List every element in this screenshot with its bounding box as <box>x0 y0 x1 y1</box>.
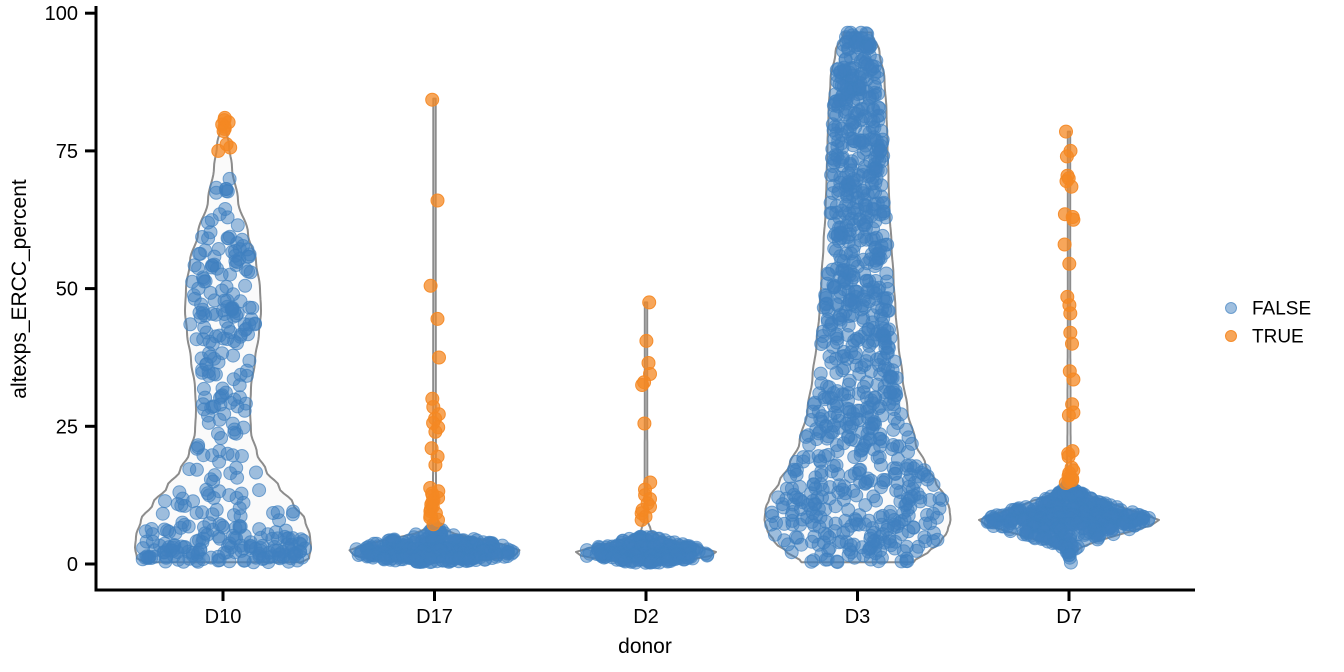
x-axis-title: donor <box>618 635 672 658</box>
legend: FALSE TRUE <box>1225 299 1311 348</box>
axes-layer: 0 25 50 75 100 D10 D17 D2 D3 D7 <box>45 3 1195 628</box>
y-tick-label: 75 <box>56 141 78 163</box>
legend-swatch-false <box>1225 302 1237 314</box>
points-false-D17 <box>349 521 521 570</box>
legend-item-true: TRUE <box>1225 327 1304 348</box>
points-false-D2 <box>579 529 715 570</box>
points-true-D17 <box>423 92 446 532</box>
legend-label-true: TRUE <box>1252 327 1304 348</box>
x-tick-label-D7: D7 <box>1056 606 1082 628</box>
y-tick-label: 0 <box>67 554 78 576</box>
y-tick-label: 25 <box>56 416 78 438</box>
y-tick-label: 50 <box>56 279 78 301</box>
points-false-D10 <box>135 171 312 570</box>
y-tick-label: 100 <box>45 3 78 25</box>
points-false-D3 <box>764 25 950 570</box>
x-tick-label-D17: D17 <box>416 606 453 628</box>
x-tick-label-D2: D2 <box>633 606 659 628</box>
points-true-D2 <box>634 295 658 527</box>
points-layer <box>135 25 1156 570</box>
legend-swatch-true <box>1225 330 1237 342</box>
x-tick-label-D3: D3 <box>845 606 871 628</box>
points-true-D10 <box>211 110 238 158</box>
y-axis-title: altexps_ERCC_percent <box>8 179 31 399</box>
x-tick-label-D10: D10 <box>205 606 242 628</box>
points-true-D7 <box>1057 124 1081 490</box>
points-false-D7 <box>980 477 1156 570</box>
legend-item-false: FALSE <box>1225 299 1311 320</box>
legend-label-false: FALSE <box>1252 299 1311 320</box>
